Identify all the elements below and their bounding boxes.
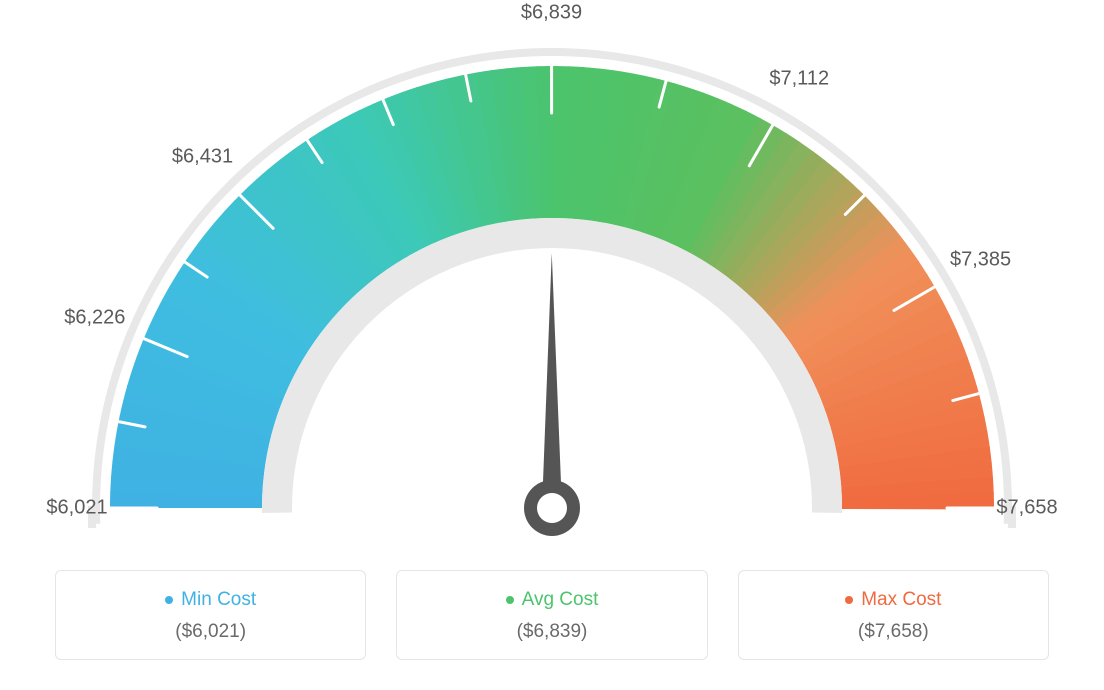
gauge-tick-label: $6,021 [46,497,107,520]
gauge-needle [542,253,562,508]
gauge-tick-label: $7,112 [769,68,829,91]
gauge-needle-hub-hole [537,493,567,523]
legend-row: Min Cost ($6,021) Avg Cost ($6,839) Max … [0,570,1104,660]
legend-value-avg: ($6,839) [407,621,696,643]
gauge-tick-label: $7,385 [950,249,1011,272]
gauge-tick-label: $6,839 [521,2,582,25]
gauge-svg [0,0,1104,560]
legend-title-min: Min Cost [165,589,256,611]
gauge-tick-label: $7,658 [996,497,1057,520]
gauge-tick-label: $6,226 [64,307,125,330]
legend-title-max: Max Cost [845,589,941,611]
legend-card-min: Min Cost ($6,021) [55,570,366,660]
gauge-chart-container: $6,021 $6,226 $6,431 $6,839 $7,112 $7,385 $7,6… [0,0,1104,690]
legend-title-avg: Avg Cost [506,589,599,611]
legend-card-max: Max Cost ($7,658) [738,570,1049,660]
gauge-area: $6,021 $6,226 $6,431 $6,839 $7,112 $7,385 $7,6… [0,0,1104,560]
legend-value-min: ($6,021) [66,621,355,643]
legend-value-max: ($7,658) [749,621,1038,643]
gauge-tick-label: $6,431 [172,146,233,169]
legend-card-avg: Avg Cost ($6,839) [396,570,707,660]
